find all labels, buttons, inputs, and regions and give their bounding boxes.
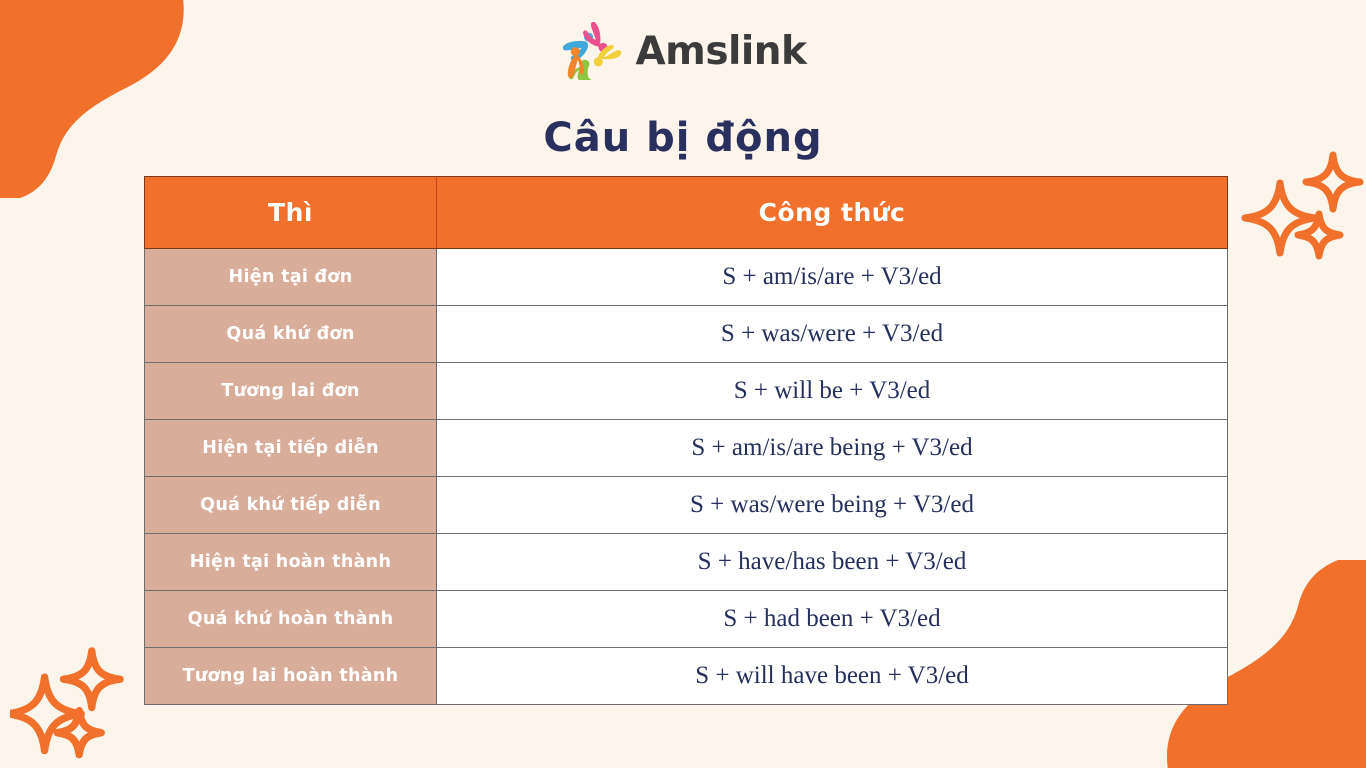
table-row: Quá khứ hoàn thành S + had been + V3/ed xyxy=(144,590,1228,648)
table-header: Thì Công thức xyxy=(144,176,1228,249)
formula-cell: S + was/were being + V3/ed xyxy=(436,476,1228,534)
table-row: Tương lai hoàn thành S + will have been … xyxy=(144,647,1228,705)
formula-cell: S + had been + V3/ed xyxy=(436,590,1228,648)
table-row: Hiện tại tiếp diễn S + am/is/are being +… xyxy=(144,419,1228,477)
formula-cell: S + am/is/are being + V3/ed xyxy=(436,419,1228,477)
tense-cell: Hiện tại hoàn thành xyxy=(144,533,437,591)
column-header-formula: Công thức xyxy=(436,176,1228,249)
table-row: Hiện tại hoàn thành S + have/has been + … xyxy=(144,533,1228,591)
table-header-row: Thì Công thức xyxy=(144,176,1228,249)
brand-logo: Amslink xyxy=(0,22,1366,80)
table-row: Tương lai đơn S + will be + V3/ed xyxy=(144,362,1228,420)
tense-cell: Hiện tại đơn xyxy=(144,248,437,306)
passive-voice-table: Thì Công thức Hiện tại đơn S + am/is/are… xyxy=(144,176,1228,705)
amslink-people-pinwheel-icon xyxy=(562,22,621,80)
table-body: Hiện tại đơn S + am/is/are + V3/ed Quá k… xyxy=(144,248,1228,705)
tense-cell: Quá khứ đơn xyxy=(144,305,437,363)
tense-cell: Hiện tại tiếp diễn xyxy=(144,419,437,477)
top-right-sparkle-cluster-icon xyxy=(1241,151,1364,260)
brand-name: Amslink xyxy=(635,28,807,74)
tense-cell: Quá khứ hoàn thành xyxy=(144,590,437,648)
tense-cell: Tương lai đơn xyxy=(144,362,437,420)
passive-voice-table-container: Thì Công thức Hiện tại đơn S + am/is/are… xyxy=(144,176,1228,705)
formula-cell: S + will have been + V3/ed xyxy=(436,647,1228,705)
table-row: Hiện tại đơn S + am/is/are + V3/ed xyxy=(144,248,1228,306)
table-row: Quá khứ tiếp diễn S + was/were being + V… xyxy=(144,476,1228,534)
table-row: Quá khứ đơn S + was/were + V3/ed xyxy=(144,305,1228,363)
tense-cell: Quá khứ tiếp diễn xyxy=(144,476,437,534)
formula-cell: S + will be + V3/ed xyxy=(436,362,1228,420)
formula-cell: S + am/is/are + V3/ed xyxy=(436,248,1228,306)
formula-cell: S + was/were + V3/ed xyxy=(436,305,1228,363)
page-title: Câu bị động xyxy=(543,115,823,161)
formula-cell: S + have/has been + V3/ed xyxy=(436,533,1228,591)
tense-cell: Tương lai hoàn thành xyxy=(144,647,437,705)
column-header-tense: Thì xyxy=(144,176,437,249)
bottom-left-sparkle-cluster-icon xyxy=(10,647,124,759)
